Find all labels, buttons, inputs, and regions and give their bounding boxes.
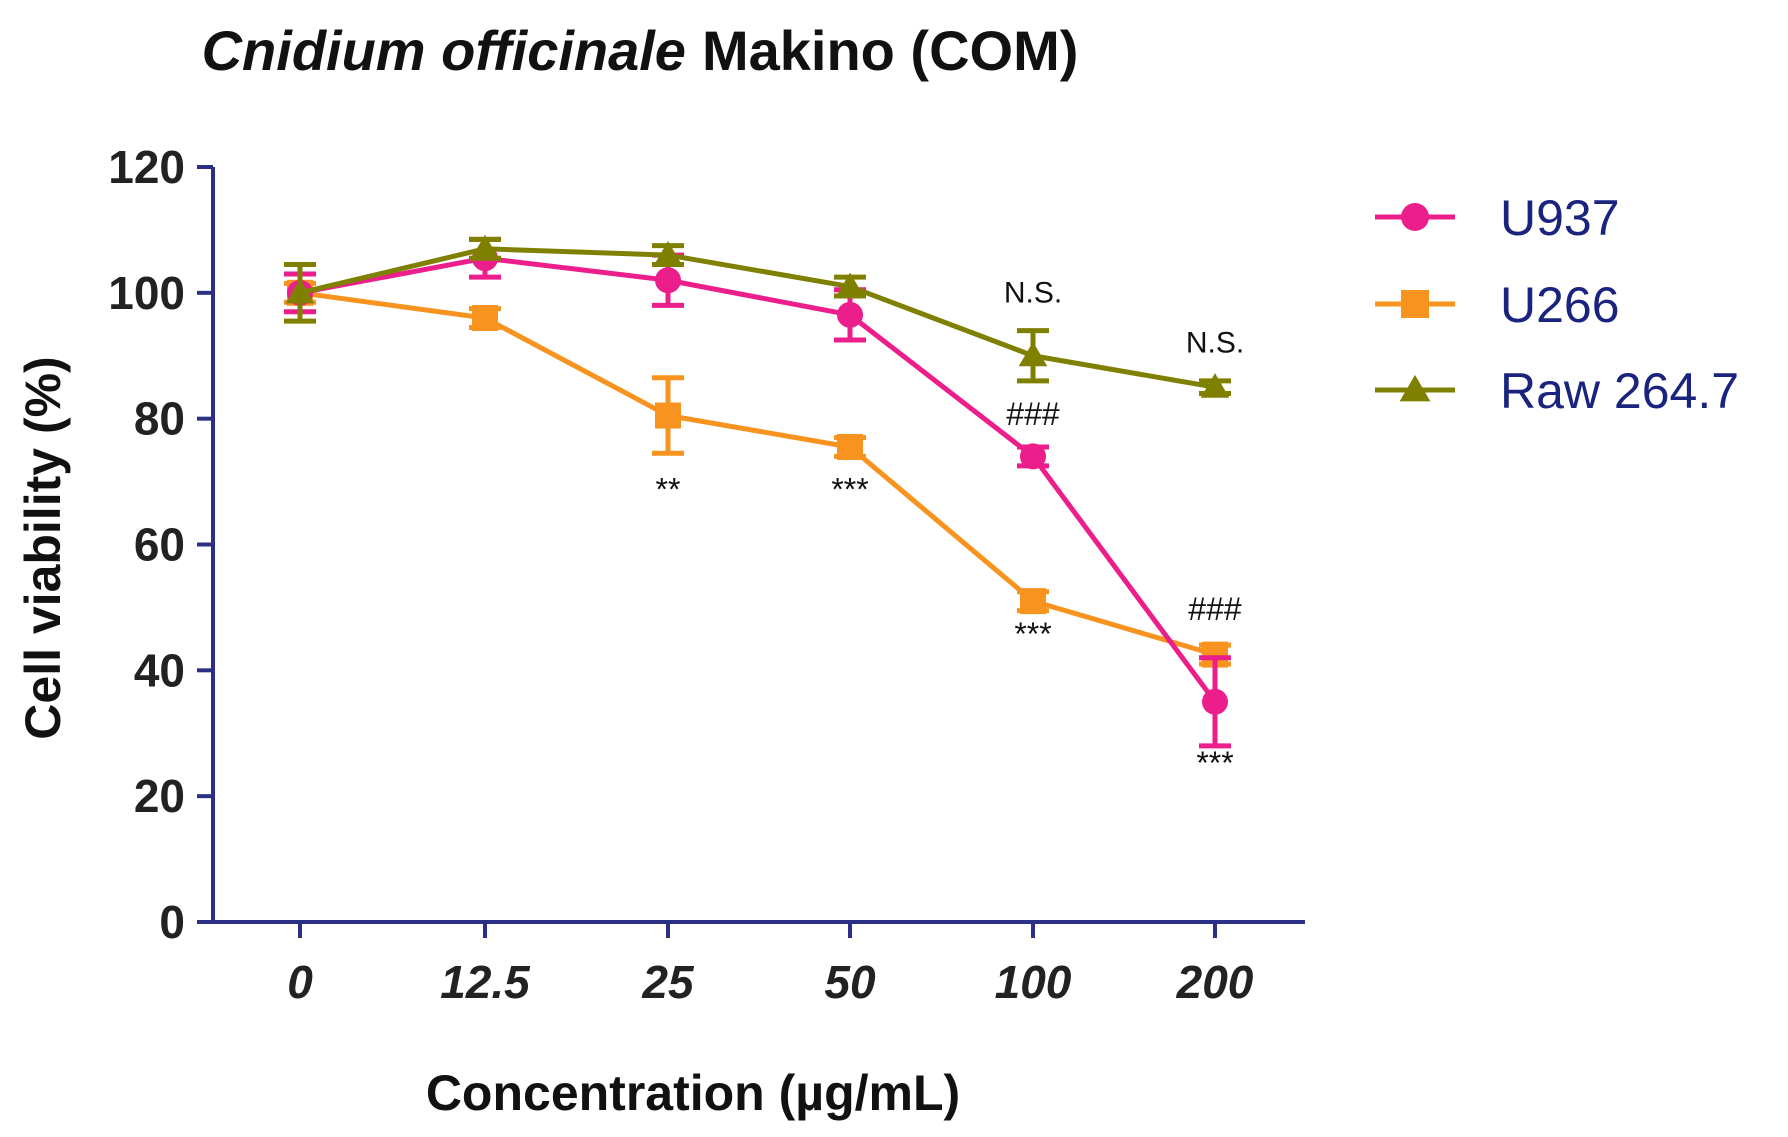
data-point <box>1020 443 1046 470</box>
series-line-u937 <box>299 255 1218 704</box>
legend-marker <box>1401 290 1429 318</box>
y-ticks: 0 20 40 60 80 100 120 <box>108 141 213 948</box>
legend-marker <box>1399 374 1431 402</box>
data-point <box>470 234 500 260</box>
legend: U937 U266 Raw 264.7 <box>1375 190 1739 419</box>
series-u937 <box>284 236 1231 749</box>
legend-marker <box>1401 203 1429 231</box>
chart-title: Cnidium officinale Makino (COM) <box>202 19 1079 82</box>
chart-title-rest: Makino (COM) <box>702 19 1078 82</box>
annotation-ns: N.S. <box>1004 276 1062 309</box>
data-point <box>655 402 681 429</box>
data-point <box>1202 688 1228 715</box>
annotation-star: *** <box>1014 616 1051 652</box>
x-tick-label: 100 <box>995 956 1072 1008</box>
series-line-raw-264-7 <box>299 246 1216 390</box>
annotation-hash: ### <box>1006 396 1060 432</box>
data-point <box>1018 341 1048 367</box>
annotation-star: *** <box>831 471 868 507</box>
series-line-u266 <box>299 290 1216 658</box>
legend-item-raw-264-7: Raw 264.7 <box>1375 363 1739 419</box>
y-tick-label: 120 <box>108 141 185 193</box>
y-axis-label: Cell viability (%) <box>15 356 71 739</box>
series-layer <box>284 234 1231 749</box>
data-point <box>285 278 315 304</box>
series-u266 <box>284 279 1231 668</box>
annotation-star: ** <box>656 471 681 507</box>
annotation-layer: ** *********######N.S.N.S. <box>656 276 1245 781</box>
annotation-ns: N.S. <box>1186 327 1244 360</box>
x-tick-label: 50 <box>824 956 876 1008</box>
y-tick-label: 40 <box>134 644 185 696</box>
x-tick-label: 25 <box>641 956 695 1008</box>
data-point <box>1200 373 1230 398</box>
chart-title-italic: Cnidium officinale <box>202 19 686 82</box>
y-tick-label: 60 <box>134 519 185 571</box>
x-tick-label: 0 <box>287 956 313 1008</box>
legend-item-u937: U937 <box>1375 190 1620 246</box>
legend-label: U266 <box>1500 277 1620 333</box>
data-point <box>472 305 498 331</box>
annotation-star: *** <box>1196 745 1233 781</box>
data-point <box>835 272 865 298</box>
y-tick-label: 100 <box>108 267 185 319</box>
data-point <box>653 241 683 266</box>
y-tick-label: 0 <box>159 896 185 948</box>
x-ticks: 0 12.5 25 50 100 200 <box>287 922 1254 1008</box>
y-tick-label: 20 <box>134 770 185 822</box>
annotation-hash: ### <box>1188 591 1242 627</box>
data-point <box>837 301 863 328</box>
x-axis-label: Concentration (µg/mL) <box>426 1065 960 1121</box>
y-tick-label: 80 <box>134 393 185 445</box>
data-point <box>655 267 681 294</box>
data-point <box>1020 588 1046 615</box>
legend-label: U937 <box>1500 190 1620 246</box>
data-point <box>837 433 863 460</box>
legend-label: Raw 264.7 <box>1500 363 1739 419</box>
series-raw-264-7 <box>284 234 1231 398</box>
x-tick-label: 12.5 <box>440 956 531 1008</box>
x-tick-label: 200 <box>1176 956 1254 1008</box>
legend-item-u266: U266 <box>1375 277 1620 333</box>
